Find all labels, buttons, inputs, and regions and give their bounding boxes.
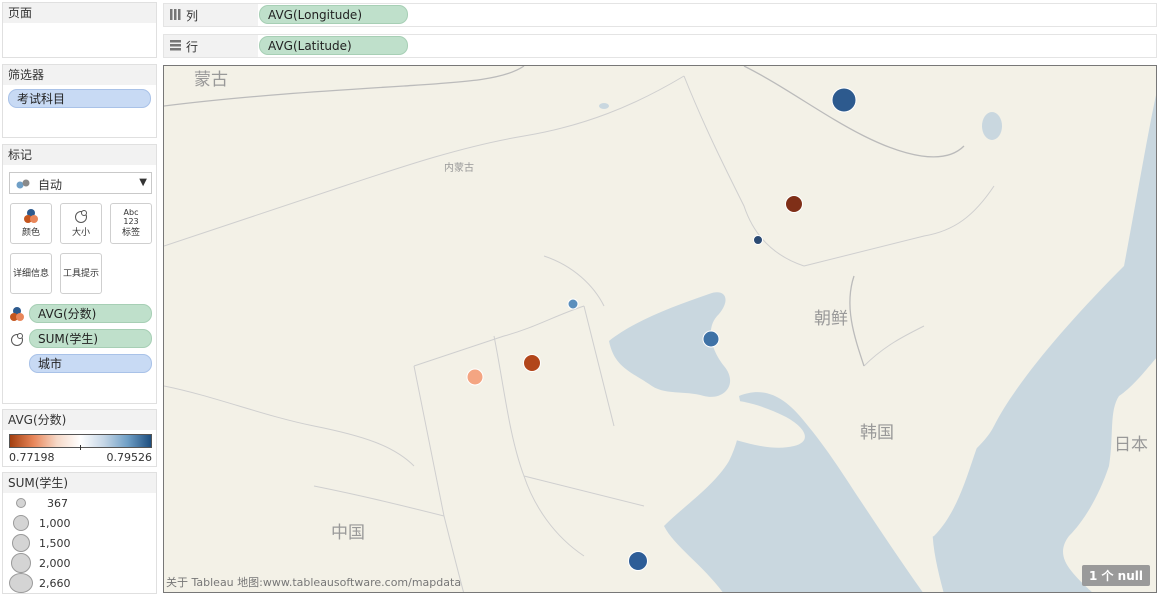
null-indicator[interactable]: 1 个 null: [1081, 565, 1150, 586]
pages-title: 页面: [3, 3, 156, 23]
label-button-label: 标签: [121, 228, 140, 238]
size-legend-circle: [13, 515, 29, 531]
longitude-pill-label: AVG(Longitude): [268, 8, 362, 22]
marks-title: 标记: [3, 145, 156, 165]
mark-type-value: 自动: [38, 178, 63, 192]
size-field-pill[interactable]: SUM(学生): [29, 329, 152, 348]
label-icon-text-abc: Abc: [123, 208, 139, 217]
city-mark[interactable]: [523, 354, 541, 372]
filters-title: 筛选器: [3, 65, 156, 85]
label-icon: Abc 123: [111, 208, 151, 226]
detail-field-label: 城市: [38, 357, 63, 371]
map-label-mongolia: 蒙古: [194, 70, 228, 90]
filter-pill-label: 考试科目: [17, 92, 66, 106]
size-button[interactable]: 大小: [60, 203, 102, 244]
size-legend-item[interactable]: 2,660: [9, 573, 149, 593]
color-legend-title: AVG(分数): [3, 410, 156, 430]
pages-card: 页面: [2, 2, 157, 58]
map-label-japan: 日本: [1114, 435, 1148, 455]
size-legend-item[interactable]: 2,000: [9, 553, 149, 573]
map-label-north-korea: 朝鲜: [814, 309, 848, 329]
map-background: [164, 66, 1156, 592]
map-label-inner-mongolia: 内蒙古: [444, 163, 474, 174]
columns-icon: [170, 9, 181, 23]
color-legend-max: 0.79526: [106, 451, 153, 464]
size-legend-item[interactable]: 367: [9, 493, 149, 513]
map-label-south-korea: 韩国: [860, 423, 894, 443]
color-icon: [24, 209, 38, 223]
color-button-label: 颜色: [21, 228, 40, 238]
size-button-label: 大小: [71, 228, 90, 238]
size-legend-circle: [9, 573, 33, 593]
city-mark[interactable]: [785, 195, 803, 213]
city-mark[interactable]: [831, 87, 857, 113]
filters-card: 筛选器 考试科目: [2, 64, 157, 138]
size-legend-item[interactable]: 1,500: [9, 533, 149, 553]
size-legend-label: 2,000: [39, 557, 71, 570]
latitude-pill-label: AVG(Latitude): [268, 39, 352, 53]
size-legend-label: 2,660: [39, 577, 71, 590]
size-legend-circle: [11, 553, 31, 573]
columns-shelf[interactable]: 列 AVG(Longitude): [163, 3, 1157, 27]
rows-shelf-label-area: 行: [164, 35, 258, 57]
latitude-pill[interactable]: AVG(Latitude): [259, 36, 408, 55]
filter-pill-exam-subject[interactable]: 考试科目: [8, 89, 151, 108]
map-label-china: 中国: [331, 523, 365, 543]
map-view[interactable]: 蒙古 内蒙古 中国 朝鲜 韩国 日本 关于 Tableau 地图:www.tab…: [163, 65, 1157, 593]
size-icon: [75, 210, 87, 223]
size-field-icon: [9, 331, 25, 350]
tooltip-button[interactable]: 工具提示: [60, 253, 102, 294]
data-points-layer: [466, 87, 857, 571]
rows-icon: [170, 40, 181, 54]
size-legend-label: 1,500: [39, 537, 71, 550]
label-button[interactable]: Abc 123 标签: [110, 203, 152, 244]
color-legend-card: AVG(分数) 0.77198 0.79526: [2, 409, 157, 467]
columns-shelf-label-area: 列: [164, 4, 258, 26]
color-button[interactable]: 颜色: [10, 203, 52, 244]
label-icon-text-123: 123: [123, 217, 139, 226]
size-legend-label: 367: [47, 497, 68, 510]
detail-button-label: 详细信息: [12, 269, 49, 279]
city-mark[interactable]: [628, 551, 648, 571]
color-legend-min: 0.77198: [9, 451, 55, 464]
size-legend-title: SUM(学生): [3, 473, 156, 493]
detail-field-pill[interactable]: 城市: [29, 354, 152, 373]
detail-button[interactable]: 详细信息: [10, 253, 52, 294]
longitude-pill[interactable]: AVG(Longitude): [259, 5, 408, 24]
marks-card: 标记 自动 ▼ 颜色 大小 Abc 123 标签 详细信息 工具提示 AVG(分…: [2, 144, 157, 404]
map-attribution[interactable]: 关于 Tableau 地图:www.tableausoftware.com/ma…: [166, 576, 462, 589]
tooltip-button-label: 工具提示: [62, 269, 99, 279]
color-field-icon: [9, 306, 25, 325]
rows-shelf[interactable]: 行 AVG(Latitude): [163, 34, 1157, 58]
size-legend-card: SUM(学生) 367 1,000 1,500 2,000 2,660: [2, 472, 157, 594]
mark-type-icon: [16, 178, 30, 189]
size-legend-label: 1,000: [39, 517, 71, 530]
city-mark[interactable]: [567, 298, 579, 310]
color-field-pill[interactable]: AVG(分数): [29, 304, 152, 323]
size-legend-circle: [12, 534, 30, 552]
columns-shelf-label: 列: [186, 9, 199, 23]
size-field-label: SUM(学生): [38, 332, 99, 346]
city-mark[interactable]: [753, 235, 763, 245]
color-legend-center-tick: [80, 445, 81, 450]
mark-type-dropdown[interactable]: 自动 ▼: [9, 172, 152, 194]
size-legend-circle: [16, 498, 26, 508]
city-mark[interactable]: [466, 368, 484, 386]
color-field-label: AVG(分数): [38, 307, 97, 321]
chevron-down-icon: ▼: [139, 177, 147, 188]
size-legend-item[interactable]: 1,000: [9, 513, 149, 533]
city-mark[interactable]: [702, 330, 720, 348]
rows-shelf-label: 行: [186, 40, 199, 54]
